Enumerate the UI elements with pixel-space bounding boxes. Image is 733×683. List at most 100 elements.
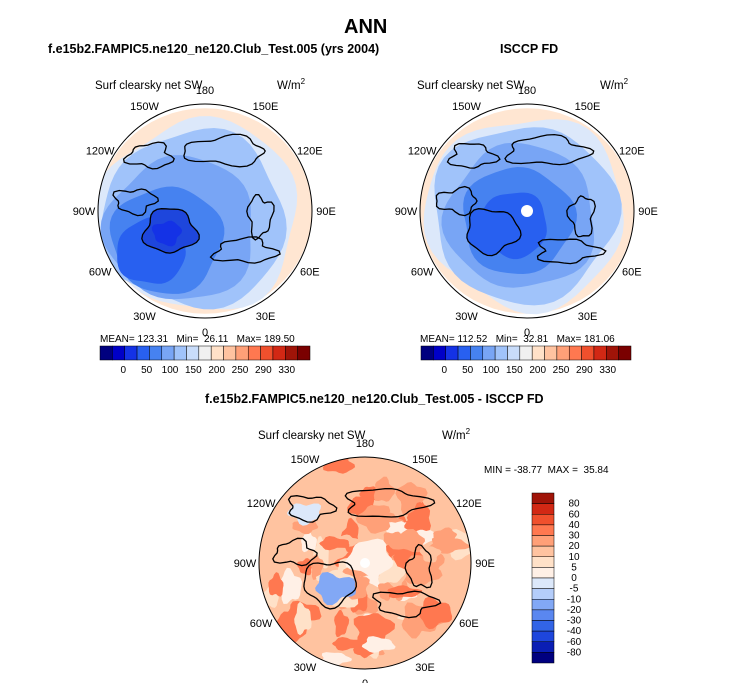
obs-lon-label: 120E [619,146,645,158]
obs-colorbar-tick: 150 [506,365,523,376]
obs-stats: MEAN= 112.52 Min= 32.81 Max= 181.06 [420,334,615,345]
obs-coastline [566,195,596,238]
model-colorbar-swatch [173,345,187,361]
diff-colorbar-tick: -10 [567,594,582,605]
model-colorbar-tick: 0 [121,365,127,376]
diff-lon-label: 90W [234,558,257,570]
diff-neutral-patch [345,538,394,577]
diff-patch [319,536,350,551]
obs-coastline [435,185,478,217]
model-lon-label: 150W [130,101,159,113]
obs-colorbar-swatch [494,345,508,361]
diff-warm-patch [419,596,453,630]
diff-colorbar-swatch [531,503,555,515]
obs-units-label: W/m2 [600,77,629,92]
diff-patch [361,636,396,653]
model-stats: MEAN= 123.31 Min= 26.11 Max= 189.50 [100,334,295,345]
obs-lon-label: 30W [455,311,478,323]
diff-patch [387,585,423,599]
model-colorbar-swatch [223,345,237,361]
diff-colorbar-tick: 30 [568,531,580,542]
obs-colorbar-swatch [544,345,558,361]
obs-colorbar-tick: 100 [483,365,500,376]
diff-colorbar-swatch [531,567,555,579]
diff-patch [406,502,431,531]
diff-map: 180 150E 120E 90E 60E 30E 0 30W 60W 90W 120W 150W [234,438,495,683]
diff-coastline [372,590,442,619]
model-colorbar-tick: 290 [255,365,272,376]
diff-coastline [303,561,357,610]
model-coastline [112,188,160,217]
obs-map-border [419,103,635,319]
diff-colorbar-tick: -20 [567,605,582,616]
model-lon-label: 120W [86,146,115,158]
diff-colorbar-tick: 60 [568,509,580,520]
diff-units-label: W/m2 [442,427,471,442]
diff-coastline [287,495,338,523]
diff-lon-label: 60E [459,618,479,630]
obs-lon-label: 60E [622,267,642,279]
obs-coastline [446,143,501,169]
obs-coastline [504,133,595,166]
diff-colorbar-swatch [531,620,555,632]
obs-lon-label: 60W [411,267,434,279]
model-colorbar-swatch [285,345,298,361]
model-colorbar-swatch [149,345,163,361]
model-colorbar-swatch [210,345,224,361]
diff-lon-label: 30W [294,662,317,674]
diff-colorbar-tick: -40 [567,626,582,637]
model-colorbar-swatch [198,345,212,361]
model-lon-label: 60E [300,267,320,279]
diff-patch [294,601,312,636]
diff-colorbar-tick: -80 [567,647,582,658]
obs-colorbar-tick: 250 [553,365,570,376]
model-map-border [97,103,313,319]
diff-colorbar-swatch [531,514,555,526]
model-colorbar-swatch [297,345,311,361]
model-lon-label: 120E [297,146,323,158]
diff-variable-label: Surf clearsky net SW [258,430,366,442]
obs-colorbar-swatch [606,345,619,361]
model-panel-title: f.e15b2.FAMPIC5.ne120_ne120.Club_Test.00… [48,42,380,56]
diff-colorbar-swatch [531,492,555,504]
model-map: 180 150E 120E 90E 60E 30E 0 30W 60W 90W 120W 150W [73,85,336,339]
model-colorbar-swatch [247,345,261,361]
diff-coastline [404,543,433,589]
diff-map-border [258,456,472,670]
diff-stats: MIN = -38.77 MAX = 35.84 [484,465,609,476]
model-lon-label: 180 [196,85,214,97]
obs-colorbar-swatch [470,345,484,361]
obs-colorbar-swatch [457,345,471,361]
model-colorbar-swatch [124,345,138,361]
diff-patch [310,554,324,580]
model-lon-label: 150E [253,101,279,113]
model-colorbar-tick: 50 [141,365,153,376]
diff-colorbar-swatch [531,556,555,568]
diff-colorbar-swatch [531,535,555,547]
obs-colorbar-tick: 0 [442,365,448,376]
model-variable-label: Surf clearsky net SW [95,80,203,92]
diff-colorbar-swatch [531,641,555,653]
diff-lon-label: 150E [412,454,438,466]
diff-field [259,457,471,669]
diff-colorbar-swatch [531,652,555,664]
obs-lon-label: 30E [578,311,598,323]
obs-colorbar-tick: 200 [529,365,546,376]
obs-colorbar-swatch [593,345,607,361]
diff-coastline [272,537,318,567]
model-coastline [209,236,281,264]
obs-lon-label: 90E [638,206,658,218]
diff-patch [301,530,317,553]
diff-patch [355,505,391,534]
obs-map: 180 150E 120E 90E 60E 30E 0 30W 60W 90W 120W 150W [395,85,658,339]
diff-colorbar-swatch [531,599,555,611]
obs-coastline [536,238,607,265]
diff-colorbar-tick: 10 [568,552,580,563]
obs-panel-title: ISCCP FD [500,42,559,56]
diff-pole-mask [360,558,370,568]
obs-lon-label: 120W [408,146,437,158]
diff-patch [383,531,403,550]
diff-colorbar-swatch [531,545,555,557]
diff-patch [377,582,395,601]
